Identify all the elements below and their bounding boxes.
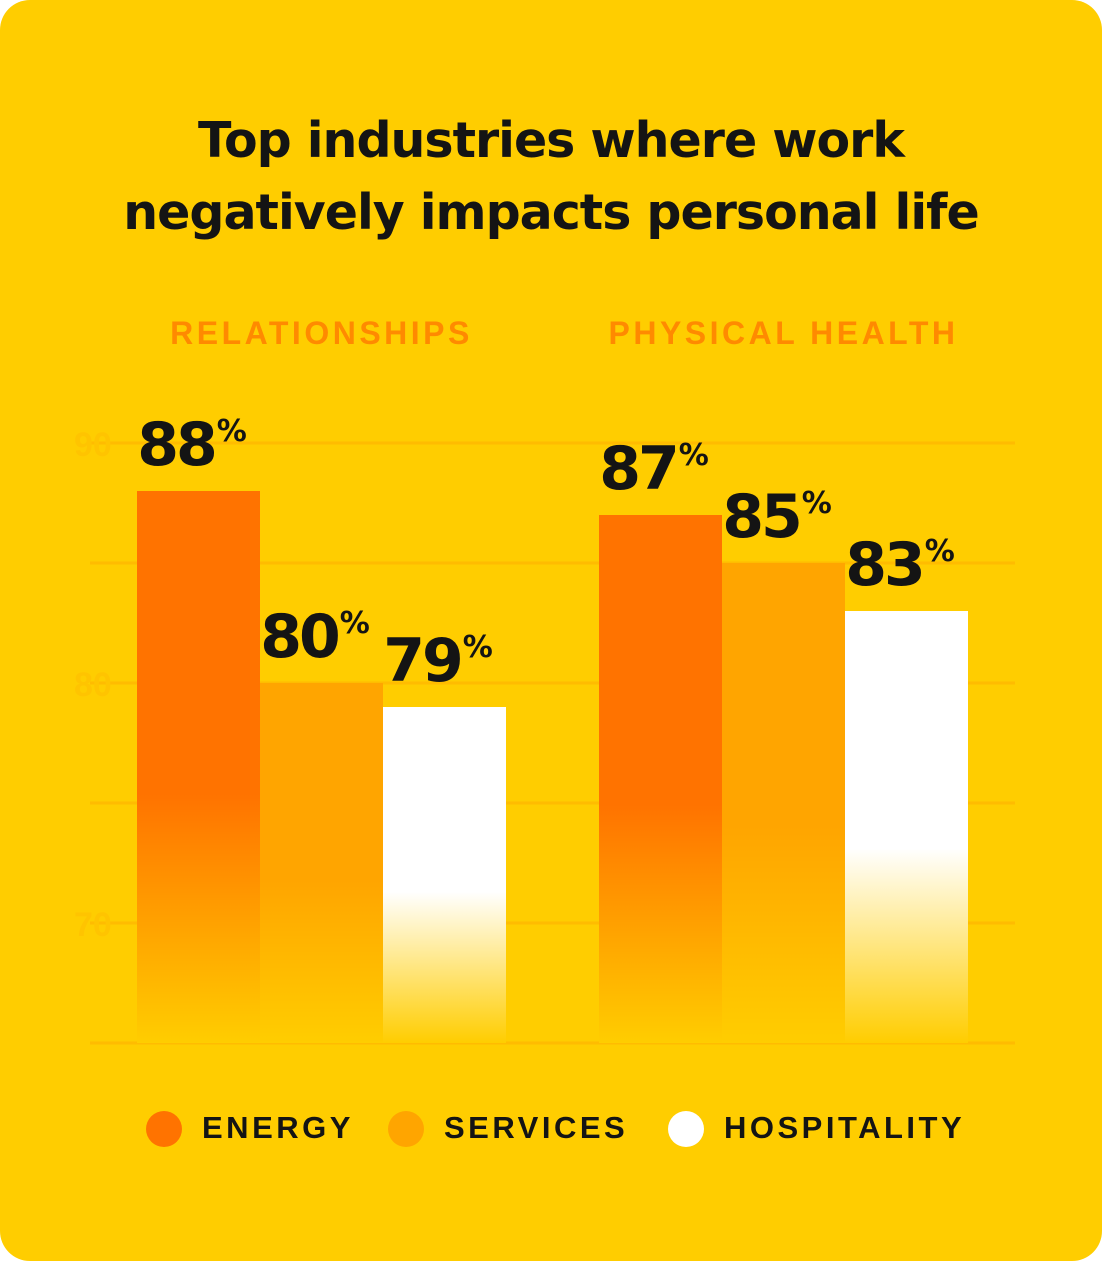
bar-energy-physical-health <box>599 515 722 1043</box>
legend-swatch-energy <box>146 1111 182 1147</box>
legend-label-hospitality: HOSPITALITY <box>724 1110 966 1145</box>
bar-services-physical-health <box>722 563 845 1043</box>
chart-title-line-1: Top industries where work <box>198 112 905 169</box>
bar-hospitality-physical-health <box>845 611 968 1043</box>
value-label-services-physical-health: 85% <box>722 482 832 552</box>
category-label-relationships: RELATIONSHIPS <box>170 315 473 351</box>
value-label-hospitality-relationships: 79% <box>383 626 493 696</box>
chart-title-line-2: negatively impacts personal life <box>123 184 979 241</box>
bar-services-relationships <box>260 683 383 1043</box>
bar-hospitality-relationships <box>383 707 506 1043</box>
y-tick-label-90: 90 <box>74 426 112 464</box>
category-label-physical-health: PHYSICAL HEALTH <box>609 315 959 351</box>
value-label-energy-physical-health: 87% <box>599 434 709 504</box>
legend: ENERGY SERVICES HOSPITALITY <box>0 1104 1102 1154</box>
legend-swatch-services <box>388 1111 424 1147</box>
y-tick-label-70: 70 <box>74 906 112 944</box>
value-label-services-relationships: 80% <box>260 602 370 672</box>
bar-energy-relationships <box>137 491 260 1043</box>
value-label-hospitality-physical-health: 83% <box>845 530 955 600</box>
value-label-energy-relationships: 88% <box>137 410 247 480</box>
bar-chart: 90 80 70 RELATIONSHIPS PHYSICAL HEALTH 88% 80%… <box>74 315 1015 1045</box>
legend-swatch-hospitality <box>668 1111 704 1147</box>
legend-label-services: SERVICES <box>444 1110 629 1145</box>
legend-label-energy: ENERGY <box>202 1110 354 1145</box>
y-tick-label-80: 80 <box>74 666 112 704</box>
